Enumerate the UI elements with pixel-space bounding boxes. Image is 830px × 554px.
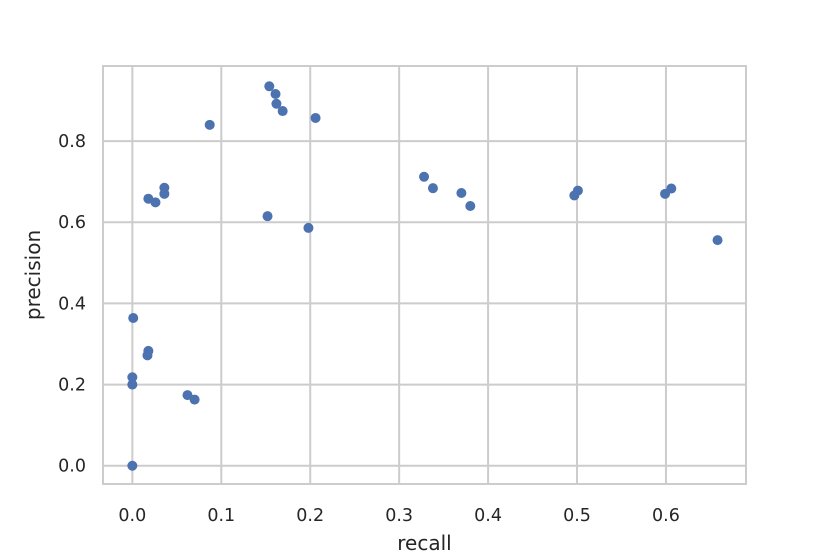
data-point — [264, 81, 275, 92]
x-tick-label: 0.2 — [296, 506, 324, 526]
grid — [103, 66, 746, 484]
x-axis-label: recall — [397, 531, 451, 554]
data-point — [159, 182, 170, 193]
plot-background — [103, 66, 746, 484]
plot-frame — [102, 65, 747, 485]
data-point — [270, 89, 281, 100]
data-point — [666, 183, 677, 194]
x-ticks: 0.0 0.1 0.2 0.3 0.4 0.5 0.6 — [118, 506, 679, 526]
data-points — [127, 81, 723, 471]
data-point — [189, 394, 200, 405]
data-point — [572, 185, 583, 196]
data-point — [127, 372, 138, 383]
y-tick-label: 0.0 — [58, 457, 86, 477]
y-tick-label: 0.2 — [58, 376, 86, 396]
data-point — [150, 197, 161, 208]
x-tick-label: 0.4 — [474, 506, 502, 526]
data-point — [712, 235, 723, 246]
x-tick-label: 0.5 — [563, 506, 591, 526]
data-point — [127, 460, 138, 471]
y-tick-label: 0.6 — [58, 213, 86, 233]
x-tick-label: 0.6 — [652, 506, 680, 526]
data-point — [143, 345, 154, 356]
data-point — [128, 313, 139, 324]
x-tick-label: 0.0 — [118, 506, 146, 526]
y-tick-label: 0.8 — [58, 132, 86, 152]
data-point — [456, 188, 467, 199]
data-point — [262, 211, 273, 222]
data-point — [303, 222, 314, 233]
data-point — [465, 201, 476, 212]
data-point — [204, 119, 215, 130]
x-tick-label: 0.3 — [385, 506, 413, 526]
data-point — [310, 112, 321, 123]
x-tick-label: 0.1 — [207, 506, 235, 526]
y-axis-label: precision — [21, 230, 45, 320]
data-point — [127, 379, 138, 390]
data-point — [427, 183, 438, 194]
y-tick-label: 0.4 — [58, 294, 86, 314]
y-ticks: 0.0 0.2 0.4 0.6 0.8 — [58, 132, 86, 477]
data-point — [419, 171, 430, 182]
data-point — [271, 98, 282, 109]
data-point — [277, 106, 288, 117]
data-point — [182, 390, 193, 401]
